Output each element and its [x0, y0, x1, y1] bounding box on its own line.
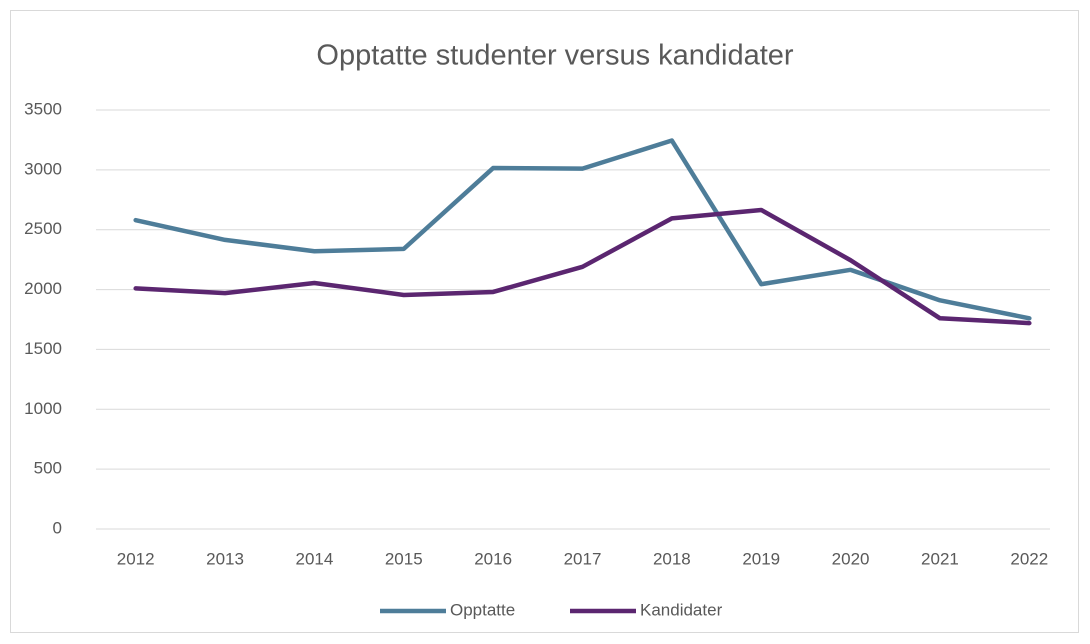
y-tick-label: 1000: [24, 399, 62, 418]
chart-title: Opptatte studenter versus kandidater: [316, 40, 794, 72]
y-tick-label: 2000: [24, 279, 62, 298]
x-tick-label: 2019: [742, 549, 780, 568]
x-tick-label: 2017: [564, 549, 602, 568]
x-tick-label: 2020: [832, 549, 870, 568]
y-tick-label: 3500: [24, 99, 62, 118]
y-tick-label: 3000: [24, 159, 62, 178]
x-tick-label: 2013: [206, 549, 244, 568]
y-tick-label: 2500: [24, 219, 62, 238]
x-tick-label: 2014: [295, 549, 333, 568]
x-tick-label: 2022: [1010, 549, 1048, 568]
x-tick-label: 2012: [117, 549, 155, 568]
x-tick-label: 2021: [921, 549, 959, 568]
x-tick-label: 2015: [385, 549, 423, 568]
x-tick-label: 2016: [474, 549, 512, 568]
y-tick-label: 1500: [24, 339, 62, 358]
x-tick-label: 2018: [653, 549, 691, 568]
chart-frame: [10, 10, 1079, 633]
legend-label: Kandidater: [640, 600, 723, 619]
series-line: [133, 207, 1032, 326]
legend-label: Opptatte: [450, 600, 515, 619]
y-tick-label: 500: [34, 459, 62, 478]
y-tick-label: 0: [53, 518, 62, 537]
